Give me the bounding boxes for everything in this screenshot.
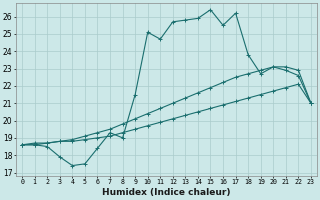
X-axis label: Humidex (Indice chaleur): Humidex (Indice chaleur) bbox=[102, 188, 231, 197]
